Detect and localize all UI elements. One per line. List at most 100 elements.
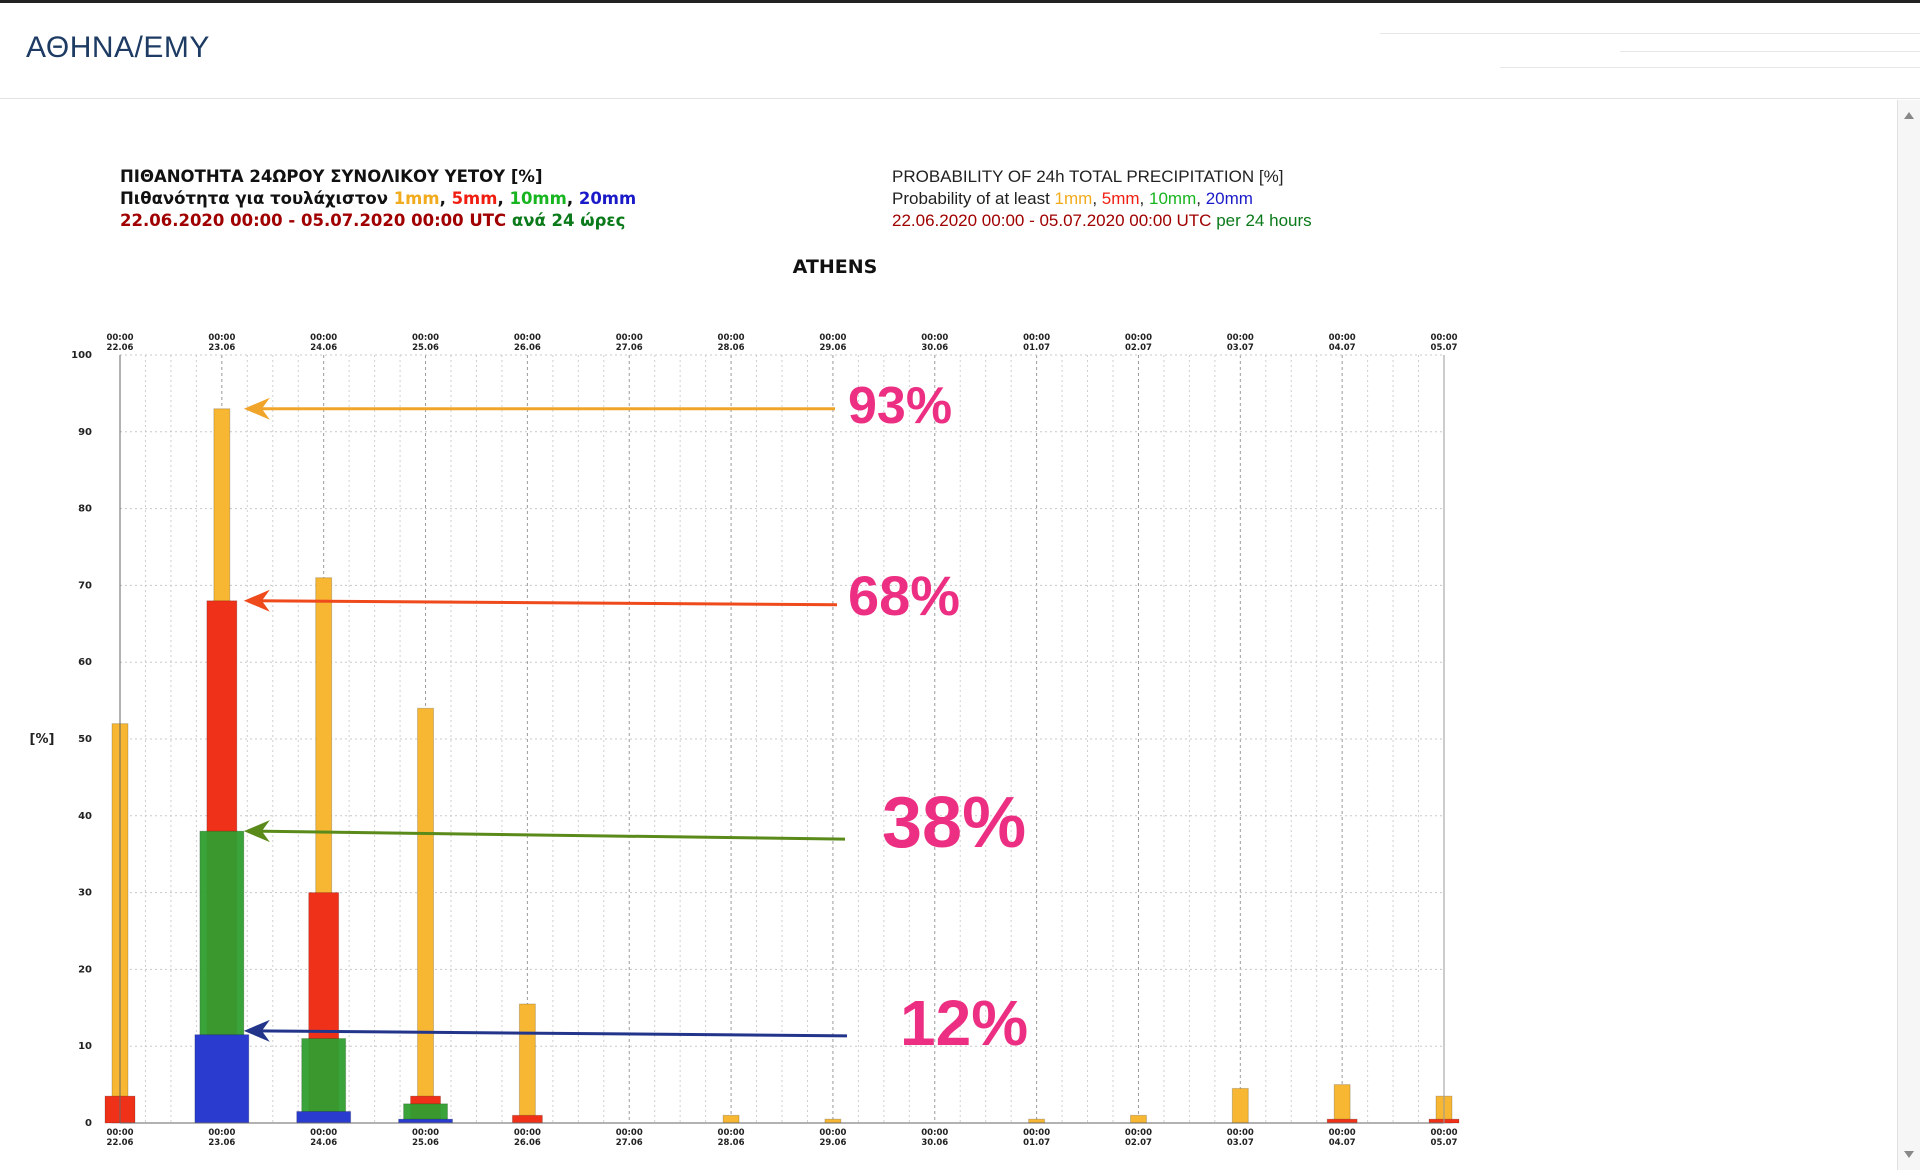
top-tick-date: 01.07 <box>1023 343 1050 353</box>
bottom-tick-date: 26.06 <box>514 1138 541 1148</box>
heading-gr-line1: ΠΙΘΑΝΟΤΗΤΑ 24ΩΡΟΥ ΣΥΝΟΛΙΚΟΥ ΥΕΤΟΥ [%] <box>120 167 543 186</box>
top-tick-time: 00:00 <box>616 333 643 343</box>
bottom-tick-time: 00:00 <box>718 1128 745 1138</box>
heading-gr-dates: 22.06.2020 00:00 - 05.07.2020 00:00 UTC <box>120 211 512 230</box>
chart-annotations: 93% 68% 38% 12% <box>243 377 1028 1059</box>
annotation-arrowhead <box>243 820 270 843</box>
annotation-label: 38% <box>882 783 1026 863</box>
bar-1mm-28.06 <box>722 1114 740 1124</box>
bottom-tick-date: 30.06 <box>921 1138 948 1148</box>
y-tick-label: 10 <box>78 1041 92 1052</box>
vertical-scrollbar[interactable] <box>1897 100 1920 1170</box>
bar-1mm-25.06 <box>417 707 435 1124</box>
top-tick-date: 30.06 <box>921 343 948 353</box>
top-tick-time: 00:00 <box>1023 333 1050 343</box>
top-tick-time: 00:00 <box>819 333 846 343</box>
top-tick-time: 00:00 <box>208 333 235 343</box>
site-title[interactable]: ΑΘΗΝΑ/ΕΜΥ <box>26 31 210 64</box>
scroll-down-icon[interactable] <box>1904 1151 1914 1158</box>
bar-1mm-01.07 <box>1028 1118 1046 1124</box>
bar-1mm-04.07 <box>1333 1084 1351 1124</box>
heading-gr-prefix: Πιθανότητα για τουλάχιστον <box>120 189 394 208</box>
bottom-tick-time: 00:00 <box>1023 1128 1050 1138</box>
bottom-tick-time: 00:00 <box>1227 1128 1254 1138</box>
bottom-tick-date: 02.07 <box>1125 1138 1152 1148</box>
chart-heading-english: PROBABILITY OF 24h TOTAL PRECIPITATION [… <box>892 166 1312 232</box>
sep: , <box>1139 189 1149 208</box>
scroll-up-icon[interactable] <box>1904 112 1914 119</box>
y-tick-label: 30 <box>78 888 92 899</box>
legend-en-20mm: 20mm <box>1205 189 1253 208</box>
top-tick-time: 00:00 <box>1125 333 1152 343</box>
top-tick-date: 28.06 <box>718 343 745 353</box>
bottom-tick-time: 00:00 <box>106 1128 133 1138</box>
sep: , <box>439 189 452 208</box>
y-tick-label: 50 <box>78 734 92 745</box>
legend-en-1mm: 1mm <box>1054 189 1093 208</box>
bottom-tick-time: 00:00 <box>1430 1128 1457 1138</box>
heading-gr-line2: Πιθανότητα για τουλάχιστον 1mm, 5mm, 10m… <box>120 188 636 210</box>
top-tick-date: 26.06 <box>514 343 541 353</box>
y-tick-label: 90 <box>78 427 92 438</box>
site-header: ΑΘΗΝΑ/ΕΜΥ <box>0 3 1920 99</box>
top-tick-date: 22.06 <box>107 343 134 353</box>
top-tick-time: 00:00 <box>310 333 337 343</box>
y-tick-label: 0 <box>85 1118 92 1129</box>
heading-en-line3: 22.06.2020 00:00 - 05.07.2020 00:00 UTC … <box>892 210 1312 232</box>
top-tick-date: 24.06 <box>310 343 337 353</box>
bottom-tick-date: 03.07 <box>1227 1138 1254 1148</box>
bottom-tick-date: 01.07 <box>1023 1138 1050 1148</box>
top-tick-date: 29.06 <box>819 343 846 353</box>
top-tick-time: 00:00 <box>1329 333 1356 343</box>
annotation-label: 93% <box>848 377 952 435</box>
heading-gr-per: ανά 24 ώρες <box>511 211 626 230</box>
top-tick-time: 00:00 <box>412 333 439 343</box>
annotation-label: 68% <box>848 564 960 627</box>
top-tick-time: 00:00 <box>1430 333 1457 343</box>
legend-gr-20mm: 20mm <box>578 189 637 208</box>
bottom-tick-date: 23.06 <box>208 1138 235 1148</box>
legend-en-5mm: 5mm <box>1101 189 1140 208</box>
sep: , <box>497 189 510 208</box>
top-tick-time: 00:00 <box>718 333 745 343</box>
annotation-arrow-line <box>255 599 838 607</box>
sep: , <box>1196 189 1206 208</box>
bottom-tick-time: 00:00 <box>310 1128 337 1138</box>
bar-1mm-02.07 <box>1129 1114 1147 1124</box>
y-tick-label: 20 <box>78 964 92 975</box>
bottom-tick-date: 29.06 <box>819 1138 846 1148</box>
bar-10mm-24.06 <box>301 1038 347 1124</box>
heading-en-line1: PROBABILITY OF 24h TOTAL PRECIPITATION [… <box>892 167 1284 186</box>
heading-gr-line3: 22.06.2020 00:00 - 05.07.2020 00:00 UTC … <box>120 210 636 232</box>
bar-20mm-25.06 <box>398 1118 453 1124</box>
bar-1mm-03.07 <box>1231 1087 1249 1124</box>
chart-tick-labels: 0102030405060708090100[%]00:0022.0600:00… <box>30 333 1458 1148</box>
annotation-arrow-line <box>255 1029 848 1038</box>
y-tick-label: 100 <box>71 350 92 361</box>
y-tick-label: 40 <box>78 811 92 822</box>
y-axis-label: [%] <box>30 732 55 747</box>
bar-20mm-24.06 <box>296 1110 352 1124</box>
top-tick-time: 00:00 <box>1227 333 1254 343</box>
top-tick-date: 23.06 <box>208 343 235 353</box>
legend-gr-10mm: 10mm <box>509 189 567 208</box>
legend-en-10mm: 10mm <box>1149 189 1197 208</box>
legend-gr-1mm: 1mm <box>393 189 440 208</box>
bottom-tick-date: 28.06 <box>718 1138 745 1148</box>
header-decoration <box>1360 23 1920 83</box>
heading-en-dates: 22.06.2020 00:00 - 05.07.2020 00:00 UTC <box>892 211 1217 230</box>
chart-title: ATHENS <box>792 256 878 278</box>
bottom-tick-time: 00:00 <box>921 1128 948 1138</box>
heading-en-prefix: Probability of at least <box>892 189 1055 208</box>
chart-axes <box>119 355 1445 1124</box>
annotation-arrow-line <box>255 829 846 841</box>
chart-heading-greek: ΠΙΘΑΝΟΤΗΤΑ 24ΩΡΟΥ ΣΥΝΟΛΙΚΟΥ ΥΕΤΟΥ [%] Πι… <box>120 166 636 232</box>
sep: , <box>566 189 579 208</box>
top-tick-time: 00:00 <box>106 333 133 343</box>
bottom-tick-time: 00:00 <box>1329 1128 1356 1138</box>
bottom-tick-time: 00:00 <box>616 1128 643 1138</box>
bottom-tick-time: 00:00 <box>1125 1128 1152 1138</box>
bar-5mm-26.06 <box>511 1114 543 1124</box>
bar-20mm-23.06 <box>194 1034 250 1124</box>
